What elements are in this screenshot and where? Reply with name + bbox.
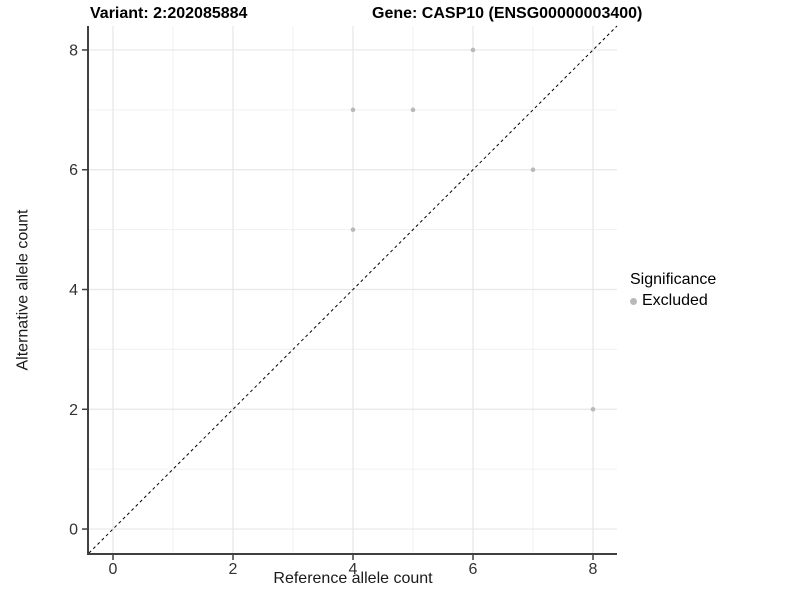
legend-point-icon <box>630 297 637 305</box>
plot-title-variant: Variant: 2:202085884 <box>90 5 248 22</box>
data-point <box>590 406 596 412</box>
data-point <box>350 227 356 232</box>
identity-reference-line <box>88 25 618 554</box>
y-axis-tick-label: 8 <box>69 42 78 59</box>
x-axis-title: Reference allele count <box>273 570 433 587</box>
data-point <box>530 167 536 173</box>
y-axis-tick-label: 6 <box>69 162 78 179</box>
y-axis-tick-label: 2 <box>69 402 78 419</box>
legend: Significance Excluded <box>630 271 716 310</box>
y-axis-title: Alternative allele count <box>14 209 32 370</box>
data-point <box>410 107 416 113</box>
plot-title-gene: Gene: CASP10 (ENSG00000003400) <box>372 5 643 22</box>
y-axis-title-wrap: Alternative allele count <box>0 26 46 553</box>
data-point <box>470 47 476 53</box>
legend-title: Significance <box>630 271 717 288</box>
y-axis-tick-label: 4 <box>69 282 78 299</box>
y-axis-tick-label: 0 <box>69 522 78 539</box>
legend-item-label: Excluded <box>642 292 708 309</box>
data-point <box>350 107 356 113</box>
x-axis-tick-label: 0 <box>109 561 118 578</box>
legend-item-excluded: Excluded <box>630 292 716 310</box>
x-axis-tick-label: 4 <box>349 561 358 578</box>
x-axis-tick-label: 2 <box>229 561 238 578</box>
x-axis-tick-label: 6 <box>469 561 478 578</box>
x-axis-tick-label: 8 <box>589 561 598 578</box>
